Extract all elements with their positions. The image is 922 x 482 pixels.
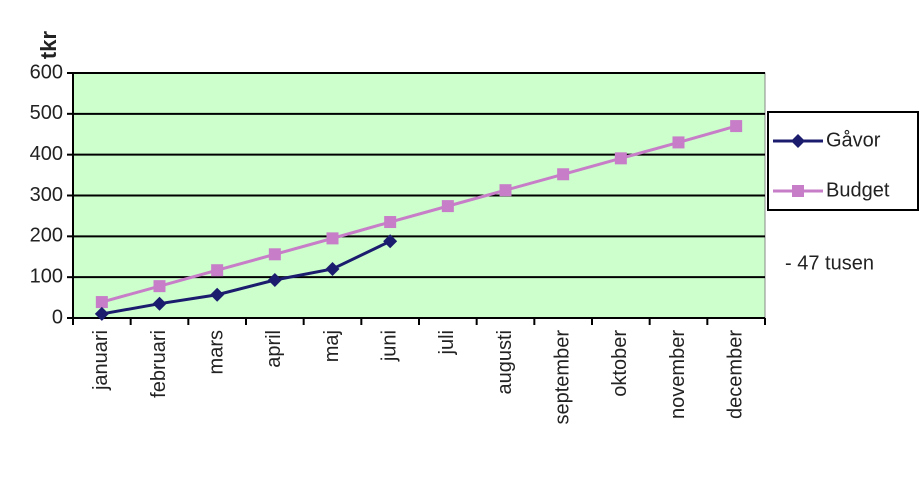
marker (441, 200, 454, 213)
marker (211, 264, 224, 277)
x-tick-label: juni (378, 330, 400, 362)
y-tick-label: 100 (30, 265, 63, 287)
marker (557, 168, 570, 181)
marker (153, 280, 166, 293)
x-tick-label: november (667, 330, 689, 419)
legend-label: Gåvor (826, 129, 881, 151)
series-line (101, 124, 737, 304)
y-tick-label: 0 (52, 306, 63, 328)
y-tick-label: 500 (30, 102, 63, 124)
marker (267, 273, 282, 288)
legend-label: Budget (826, 179, 890, 201)
x-tick-label: februari (148, 330, 170, 398)
x-tick-label: september (551, 330, 573, 425)
annotation: - 47 tusen (785, 252, 874, 274)
series-line (101, 239, 391, 316)
y-tick-label: 400 (30, 143, 63, 165)
x-tick-label: januari (90, 330, 112, 391)
marker (95, 296, 108, 309)
x-tick-label: april (263, 330, 285, 368)
y-tick-label: 600 (30, 61, 63, 83)
marker (326, 232, 339, 245)
marker (325, 262, 340, 276)
marker (672, 136, 685, 149)
marker (268, 248, 281, 261)
marker (384, 216, 397, 229)
marker (614, 152, 627, 165)
marker (210, 287, 225, 302)
x-tick-label: maj (321, 330, 343, 362)
x-tick-label: mars (205, 330, 227, 374)
marker (383, 234, 398, 249)
y-tick-label: 300 (30, 184, 63, 206)
marker (792, 185, 804, 197)
x-tick-label: oktober (609, 330, 631, 397)
x-tick-label: juli (436, 330, 458, 355)
marker (791, 134, 805, 148)
x-tick-label: augusti (494, 330, 516, 395)
marker (499, 184, 512, 197)
marker (730, 120, 743, 133)
y-axis-label: tkr (36, 31, 61, 60)
marker (94, 306, 109, 321)
y-tick-label: 200 (30, 225, 63, 247)
marker (152, 296, 167, 311)
x-tick-label: december (724, 330, 746, 419)
